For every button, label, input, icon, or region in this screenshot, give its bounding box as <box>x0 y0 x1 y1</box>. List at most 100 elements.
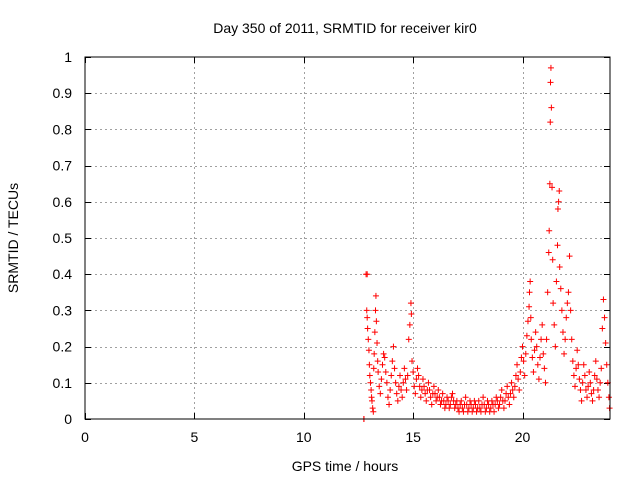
data-point <box>568 336 575 343</box>
data-point <box>528 336 535 343</box>
data-point <box>597 379 604 386</box>
data-point <box>408 311 415 318</box>
data-point <box>388 372 395 379</box>
data-point <box>535 376 542 383</box>
data-point <box>435 387 442 394</box>
y-tick-label: 0 <box>64 411 72 427</box>
data-point <box>542 379 549 386</box>
data-point <box>364 271 371 278</box>
data-point <box>495 405 502 412</box>
data-point <box>502 397 508 404</box>
data-point <box>371 350 378 357</box>
data-point <box>552 343 559 350</box>
data-point <box>556 263 563 270</box>
data-point <box>432 390 438 397</box>
data-point <box>589 397 596 404</box>
data-point <box>411 383 418 390</box>
data-point <box>445 397 452 404</box>
data-point <box>423 397 430 404</box>
data-point <box>559 329 566 336</box>
data-point <box>426 387 433 394</box>
data-point <box>487 405 494 412</box>
data-point <box>574 347 581 354</box>
data-point <box>491 408 498 415</box>
data-point <box>555 198 562 205</box>
x-tick-label: 15 <box>405 429 421 445</box>
data-point <box>414 365 421 372</box>
data-point <box>382 368 389 375</box>
data-point <box>446 405 453 412</box>
data-point <box>531 347 538 354</box>
data-point <box>534 361 541 368</box>
data-point <box>367 379 374 386</box>
data-point <box>556 187 563 194</box>
data-point <box>409 358 416 365</box>
data-point <box>402 376 409 383</box>
data-point <box>581 372 588 379</box>
data-point <box>372 307 379 314</box>
data-point <box>570 372 577 379</box>
data-point <box>405 336 412 343</box>
data-point <box>449 390 456 397</box>
data-point <box>547 64 554 71</box>
data-point <box>567 307 574 314</box>
data-point <box>387 387 394 394</box>
y-tick-label: 0.2 <box>53 339 73 355</box>
data-point <box>587 379 594 386</box>
data-point <box>547 119 554 126</box>
data-point <box>564 300 571 307</box>
data-point <box>392 379 399 386</box>
data-point <box>527 278 534 285</box>
data-point <box>507 390 514 397</box>
data-point <box>538 336 545 343</box>
data-point <box>437 401 444 408</box>
data-point <box>524 318 531 325</box>
data-point <box>393 390 400 397</box>
y-tick-label: 0.8 <box>53 121 73 137</box>
data-point <box>558 307 565 314</box>
data-point <box>394 397 401 404</box>
data-point <box>566 253 573 260</box>
data-point <box>374 339 381 346</box>
data-point <box>378 376 385 383</box>
y-tick-label: 0.6 <box>53 194 73 210</box>
data-point <box>554 242 561 249</box>
data-point <box>548 104 555 111</box>
data-point <box>407 300 414 307</box>
data-point <box>605 394 612 401</box>
data-point <box>599 325 606 332</box>
data-point <box>543 336 550 343</box>
data-point <box>400 379 407 386</box>
data-point <box>436 394 443 401</box>
data-point <box>517 368 524 375</box>
data-point <box>540 350 547 357</box>
data-point <box>601 314 608 321</box>
data-point <box>369 405 376 412</box>
data-point <box>475 397 482 404</box>
axis-ticks: 0 5 10 15 20 0 0.1 0.2 0.3 0.4 0.5 0.6 0.7 0.8 0.9 1 <box>53 49 610 445</box>
data-point <box>374 358 381 365</box>
y-tick-label: 0.9 <box>53 85 73 101</box>
data-point <box>379 361 386 368</box>
data-point <box>397 372 403 379</box>
data-point <box>448 394 455 401</box>
data-point <box>516 387 523 394</box>
data-point <box>366 361 373 368</box>
data-point <box>546 180 553 187</box>
data-point <box>401 365 408 372</box>
data-point <box>537 354 543 361</box>
data-point <box>365 336 372 343</box>
data-point <box>562 336 569 343</box>
data-point <box>520 358 527 365</box>
data-point <box>539 321 546 328</box>
data-point <box>549 184 556 191</box>
data-point <box>364 314 371 321</box>
data-point <box>547 79 554 86</box>
data-point <box>494 397 501 404</box>
y-tick-label: 0.3 <box>53 302 73 318</box>
data-point <box>458 397 465 404</box>
data-point <box>580 361 587 368</box>
y-tick-label: 0.1 <box>53 375 73 391</box>
data-point <box>398 387 405 394</box>
